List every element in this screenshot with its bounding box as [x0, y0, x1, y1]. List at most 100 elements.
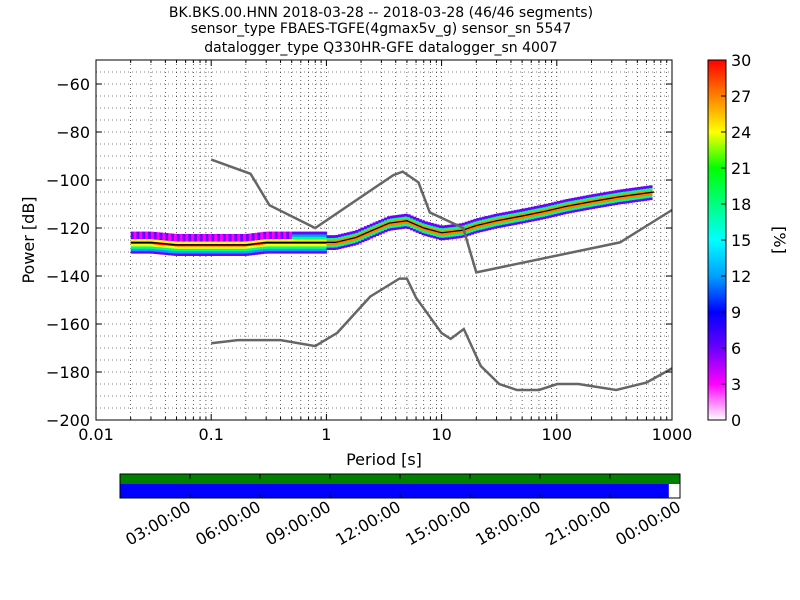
psd-cell	[173, 238, 178, 242]
psd-cell	[398, 221, 402, 225]
psd-cell	[283, 236, 287, 240]
psd-cell	[320, 231, 325, 235]
psd-cell	[263, 243, 267, 247]
psd-cell	[176, 238, 181, 242]
psd-cell	[173, 250, 178, 254]
psd-cell	[496, 213, 500, 217]
psd-cell	[240, 248, 244, 252]
psd-cell	[349, 231, 354, 235]
psd-cell	[317, 246, 322, 249]
psd-cell	[130, 231, 135, 235]
psd-cell	[574, 197, 578, 201]
psd-cell	[248, 235, 253, 239]
psd-cell	[513, 212, 518, 216]
psd-cell	[579, 198, 584, 202]
psd-cell	[211, 246, 215, 249]
psd-cell	[248, 247, 253, 251]
psd-cell	[577, 208, 581, 212]
psd-cell	[372, 227, 377, 231]
psd-cell	[559, 212, 564, 216]
psd-cell	[208, 250, 212, 254]
psd-cell	[631, 194, 636, 198]
psd-cell	[513, 210, 518, 213]
psd-cell	[554, 206, 558, 210]
psd-cell	[335, 244, 339, 248]
psd-cell	[602, 201, 607, 205]
psd-cell	[196, 246, 201, 249]
psd-cell	[338, 236, 342, 240]
psd-cell	[217, 250, 221, 254]
timeline-tick-label: 03:00:00	[122, 497, 194, 549]
psd-cell	[338, 243, 342, 247]
psd-cell	[392, 222, 397, 226]
psd-cell	[571, 197, 575, 201]
title-line-3: datalogger_type Q330HR-GFE datalogger_sn…	[204, 40, 557, 56]
psd-cell	[343, 232, 348, 236]
psd-cell	[312, 250, 316, 254]
psd-cell	[470, 229, 474, 233]
psd-cell	[401, 226, 405, 229]
psd-cell	[401, 216, 405, 220]
psd-cell	[545, 206, 549, 209]
psd-cell	[312, 231, 316, 235]
psd-cell	[289, 243, 293, 247]
psd-cell	[519, 221, 523, 224]
psd-cell	[191, 234, 195, 237]
psd-cell	[410, 217, 414, 221]
psd-cell	[556, 212, 561, 216]
psd-cell	[435, 229, 440, 233]
psd-cell	[346, 234, 351, 238]
psd-cell	[242, 248, 247, 252]
psd-cell	[427, 229, 431, 233]
psd-cell	[395, 224, 400, 228]
psd-cell	[228, 234, 233, 237]
psd-cell	[332, 244, 336, 248]
psd-cell	[464, 231, 469, 235]
psd-cell	[559, 209, 564, 213]
psd-cell	[242, 238, 247, 242]
psd-cell	[237, 246, 241, 249]
psd-cell	[433, 230, 437, 234]
psd-cell	[162, 249, 166, 253]
psd-cell	[516, 221, 521, 225]
psd-cell	[182, 246, 186, 249]
psd-cell	[433, 235, 437, 239]
psd-cell	[372, 229, 377, 233]
psd-cell	[150, 234, 155, 237]
psd-cell	[361, 227, 365, 231]
psd-cell	[444, 234, 449, 238]
psd-cell	[291, 250, 296, 254]
psd-cell	[159, 239, 163, 243]
psd-cell	[159, 234, 163, 238]
psd-cell	[369, 235, 374, 239]
psd-cell	[188, 241, 192, 244]
psd-cell	[317, 243, 322, 247]
psd-cell	[597, 197, 601, 201]
psd-cell	[430, 234, 434, 238]
psd-cell	[317, 238, 322, 242]
psd-cell	[173, 253, 178, 256]
psd-cell	[202, 241, 207, 244]
psd-cell	[522, 210, 526, 214]
timeline-tick-label: 06:00:00	[192, 497, 264, 549]
psd-cell	[142, 243, 146, 247]
psd-cell	[139, 236, 143, 240]
y-tick-label: −100	[46, 171, 90, 190]
psd-cell	[548, 212, 552, 216]
psd-cell	[415, 225, 420, 229]
psd-cell	[433, 228, 437, 232]
psd-cell	[646, 197, 650, 201]
nhnm-line	[210, 158, 673, 274]
psd-cell	[156, 249, 161, 252]
psd-cell	[554, 208, 558, 212]
psd-cell	[162, 247, 166, 251]
psd-cell	[476, 218, 480, 221]
psd-cell	[225, 236, 230, 240]
psd-cell	[628, 195, 633, 199]
psd-cell	[637, 194, 642, 197]
psd-cell	[196, 234, 201, 237]
psd-cell	[251, 240, 256, 244]
psd-cell	[277, 246, 282, 249]
psd-cell	[510, 215, 515, 219]
psd-cell	[479, 222, 483, 225]
